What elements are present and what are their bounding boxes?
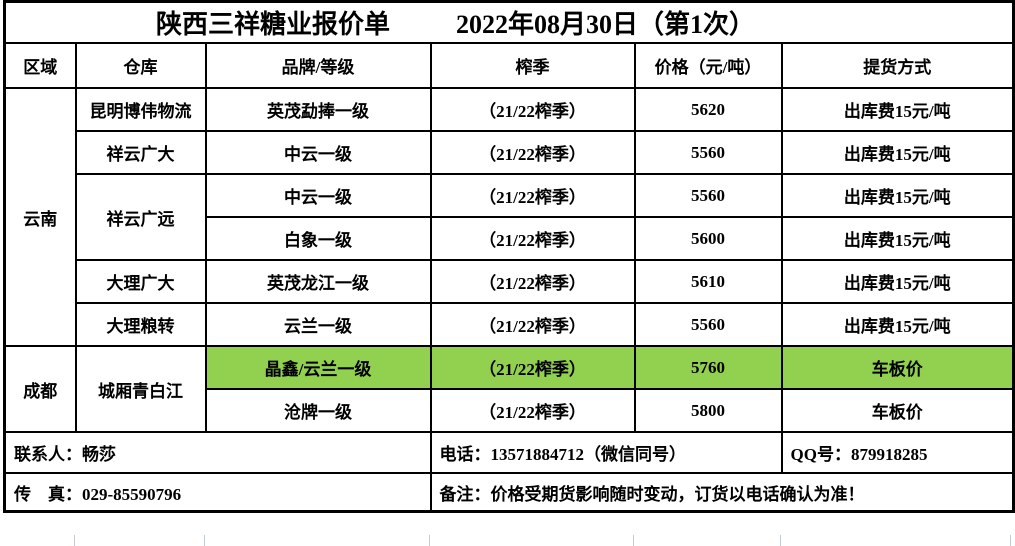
season-cell: （21/22榨季） bbox=[429, 87, 636, 132]
brand-cell: 云兰一级 bbox=[204, 302, 432, 347]
header-price: 价格（元/吨） bbox=[633, 42, 783, 89]
contact-person-cell: 联系人：畅莎 bbox=[3, 431, 432, 474]
brand-cell: 晶鑫/云兰一级 bbox=[204, 345, 432, 390]
header-warehouse: 仓库 bbox=[74, 42, 207, 89]
note-cell: 备注：价格受期货影响随时变动，订货以电话确认为准！ bbox=[429, 472, 1015, 513]
season-cell: （21/22榨季） bbox=[429, 130, 636, 175]
price-cell: 5600 bbox=[633, 216, 783, 261]
table-row-highlighted: 成都 城厢青白江 晶鑫/云兰一级 （21/22榨季） 5760 车板价 bbox=[3, 345, 1015, 433]
brand-cell: 英茂龙江一级 bbox=[204, 259, 432, 304]
warehouse-cell: 城厢青白江 bbox=[74, 345, 207, 433]
company-title: 陕西三祥糖业报价单 bbox=[156, 10, 391, 39]
header-delivery: 提货方式 bbox=[780, 42, 1015, 89]
brand-cell: 英茂勐捧一级 bbox=[204, 87, 432, 132]
warehouse-cell: 大理粮转 bbox=[74, 302, 207, 347]
qq-cell: QQ号：879918285 bbox=[780, 431, 1015, 474]
phone-cell: 电话：13571884712（微信同号） bbox=[429, 431, 783, 474]
gridline bbox=[1010, 535, 1011, 546]
season-cell: （21/22榨季） bbox=[429, 173, 636, 218]
delivery-cell: 车板价 bbox=[780, 388, 1015, 433]
gridline bbox=[429, 535, 430, 546]
price-cell: 5620 bbox=[633, 87, 783, 132]
gridline bbox=[780, 535, 781, 546]
season-cell: （21/22榨季） bbox=[429, 345, 636, 390]
header-season: 榨季 bbox=[429, 42, 636, 89]
header-brand: 品牌/等级 bbox=[204, 42, 432, 89]
price-cell: 5560 bbox=[633, 302, 783, 347]
delivery-cell: 车板价 bbox=[780, 345, 1015, 390]
price-cell: 5800 bbox=[633, 388, 783, 433]
region-cell-yunnan: 云南 bbox=[3, 87, 77, 347]
report-date: 2022年08月30日（第1次） bbox=[456, 10, 756, 39]
table-row: 祥云广远 中云一级 （21/22榨季） 5560 出库费15元/吨 bbox=[5, 173, 1015, 261]
delivery-cell: 出库费15元/吨 bbox=[780, 87, 1015, 132]
table-header-row: 区域 仓库 品牌/等级 榨季 价格（元/吨） 提货方式 bbox=[3, 42, 1015, 89]
price-cell: 5610 bbox=[633, 259, 783, 304]
gridline bbox=[204, 535, 205, 546]
footer-contact-row: 联系人：畅莎 电话：13571884712（微信同号） QQ号：87991828… bbox=[3, 431, 1015, 474]
delivery-cell: 出库费15元/吨 bbox=[780, 173, 1015, 218]
brand-cell: 沧牌一级 bbox=[204, 388, 432, 433]
title-cell: 陕西三祥糖业报价单 2022年08月30日（第1次） bbox=[3, 0, 1015, 44]
warehouse-cell: 祥云广远 bbox=[74, 173, 207, 261]
price-table: 陕西三祥糖业报价单 2022年08月30日（第1次） 区域 仓库 品牌/等级 榨… bbox=[3, 0, 1015, 513]
delivery-cell: 出库费15元/吨 bbox=[780, 216, 1015, 261]
footer-note-row: 传 真：029-85590796 备注：价格受期货影响随时变动，订货以电话确认为… bbox=[3, 472, 1015, 513]
table-row: 祥云广大 中云一级 （21/22榨季） 5560 出库费15元/吨 bbox=[5, 130, 1015, 175]
fax-cell: 传 真：029-85590796 bbox=[3, 472, 432, 513]
brand-cell: 白象一级 bbox=[204, 216, 432, 261]
title-row: 陕西三祥糖业报价单 2022年08月30日（第1次） bbox=[3, 0, 1015, 44]
price-cell: 5760 bbox=[633, 345, 783, 390]
table-row: 白象一级 （21/22榨季） 5600 出库费15元/吨 bbox=[5, 216, 1015, 261]
gridline bbox=[633, 535, 634, 546]
brand-cell: 中云一级 bbox=[204, 173, 432, 218]
table-row: 沧牌一级 （21/22榨季） 5800 车板价 bbox=[5, 388, 1015, 433]
season-cell: （21/22榨季） bbox=[429, 259, 636, 304]
delivery-cell: 出库费15元/吨 bbox=[780, 302, 1015, 347]
season-cell: （21/22榨季） bbox=[429, 302, 636, 347]
warehouse-cell: 大理广大 bbox=[74, 259, 207, 304]
brand-cell: 中云一级 bbox=[204, 130, 432, 175]
table-row: 大理粮转 云兰一级 （21/22榨季） 5560 出库费15元/吨 bbox=[5, 302, 1015, 347]
delivery-cell: 出库费15元/吨 bbox=[780, 259, 1015, 304]
warehouse-cell: 祥云广大 bbox=[74, 130, 207, 175]
region-cell-chengdu: 成都 bbox=[3, 345, 77, 433]
spreadsheet-gridline-strip bbox=[0, 535, 1015, 546]
table-row: 大理广大 英茂龙江一级 （21/22榨季） 5610 出库费15元/吨 bbox=[5, 259, 1015, 304]
gridline bbox=[74, 535, 75, 546]
season-cell: （21/22榨季） bbox=[429, 388, 636, 433]
warehouse-cell: 昆明博伟物流 bbox=[74, 87, 207, 132]
header-region: 区域 bbox=[3, 42, 77, 89]
price-cell: 5560 bbox=[633, 130, 783, 175]
delivery-cell: 出库费15元/吨 bbox=[780, 130, 1015, 175]
table-row: 云南 昆明博伟物流 英茂勐捧一级 （21/22榨季） 5620 出库费15元/吨 bbox=[3, 87, 1015, 347]
price-cell: 5560 bbox=[633, 173, 783, 218]
season-cell: （21/22榨季） bbox=[429, 216, 636, 261]
